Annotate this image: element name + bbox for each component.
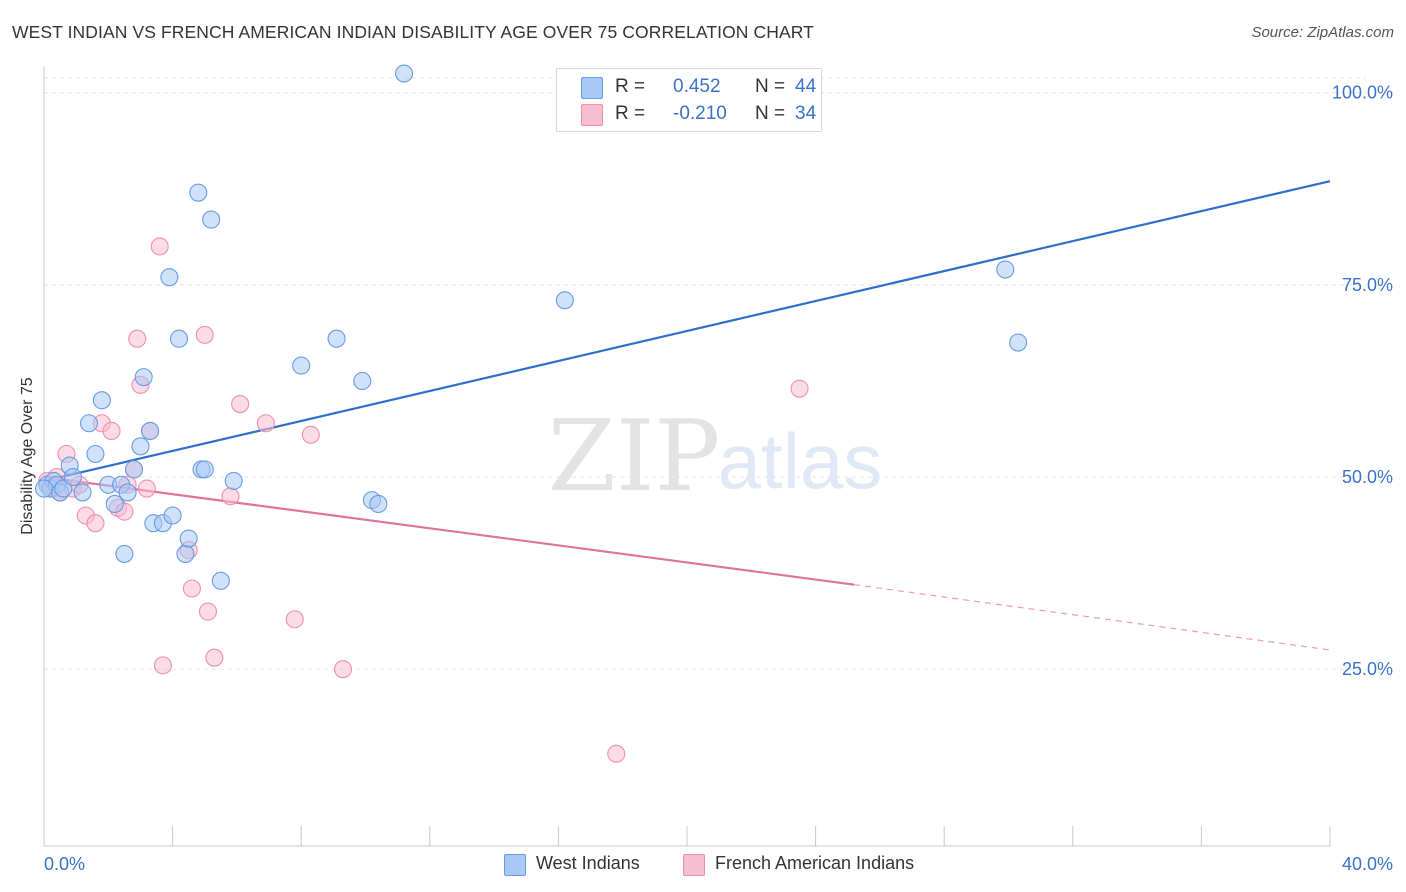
point-french-american-indians xyxy=(102,421,121,440)
axes-layer: 25.0% 50.0% 75.0% 100.0% 0.0% 40.0% xyxy=(43,66,1393,874)
stats-box: R = 0.452 N = 44 R = -0.210 N = 34 xyxy=(556,68,822,132)
point-french-american-indians xyxy=(198,602,218,621)
x-tick-label: 40.0% xyxy=(1342,854,1393,874)
point-west-indians xyxy=(105,494,124,514)
point-west-indians xyxy=(189,183,208,202)
x-tick-label: 0.0% xyxy=(44,854,85,874)
watermark: ZIP atlas xyxy=(548,400,883,514)
point-french-american-indians xyxy=(195,325,214,344)
stats-r-label: R = xyxy=(615,103,646,124)
trend-line-west-indians xyxy=(43,180,1331,482)
point-french-american-indians xyxy=(137,479,156,498)
grid-layer xyxy=(44,77,1366,670)
trend-line-french-american-indians xyxy=(43,475,855,586)
stats-n-label: N = xyxy=(755,103,786,124)
point-french-american-indians xyxy=(182,579,201,598)
point-french-american-indians xyxy=(790,379,809,398)
y-tick-label: 25.0% xyxy=(1342,659,1393,679)
y-tick-label: 50.0% xyxy=(1342,467,1393,487)
watermark-atlas: atlas xyxy=(718,417,883,505)
point-west-indians xyxy=(292,356,311,375)
stats-n-value: 34 xyxy=(795,103,817,124)
point-west-indians xyxy=(118,483,137,502)
point-french-american-indians xyxy=(153,656,173,675)
point-west-indians xyxy=(63,468,82,487)
stats-n-value: 44 xyxy=(795,76,817,97)
point-west-indians xyxy=(369,494,388,514)
y-tick-label: 75.0% xyxy=(1342,275,1393,295)
point-west-indians xyxy=(115,544,134,563)
stats-swatch-west-indians xyxy=(581,77,603,99)
trend-line-extension xyxy=(854,584,1331,651)
point-west-indians xyxy=(179,529,198,548)
trend-layer xyxy=(43,180,1331,651)
point-west-indians xyxy=(86,444,105,464)
point-west-indians xyxy=(134,368,153,387)
chart-title: WEST INDIAN VS FRENCH AMERICAN INDIAN DI… xyxy=(12,22,814,42)
point-french-american-indians xyxy=(301,425,320,444)
point-west-indians xyxy=(54,479,73,498)
stats-swatch-french-american-indians xyxy=(581,104,603,126)
point-west-indians xyxy=(555,291,574,310)
point-west-indians xyxy=(211,571,230,590)
legend-label-french-american-indians: French American Indians xyxy=(715,853,915,873)
point-west-indians xyxy=(202,210,221,229)
point-french-american-indians xyxy=(333,660,353,679)
points-layer xyxy=(34,64,1028,763)
point-west-indians xyxy=(353,371,372,391)
point-west-indians xyxy=(176,544,195,563)
point-french-american-indians xyxy=(205,648,224,667)
point-french-american-indians xyxy=(221,487,240,506)
point-french-american-indians xyxy=(231,394,250,414)
point-west-indians xyxy=(1009,333,1028,352)
point-french-american-indians xyxy=(150,237,169,256)
legend-swatch-french-american-indians xyxy=(683,854,705,876)
stats-r-value: -0.210 xyxy=(673,103,727,124)
point-west-indians xyxy=(160,268,179,287)
y-tick-label: 100.0% xyxy=(1332,83,1393,103)
point-french-american-indians xyxy=(128,329,147,348)
watermark-zip: ZIP xyxy=(548,400,721,514)
point-west-indians xyxy=(124,460,144,479)
point-west-indians xyxy=(92,391,111,410)
point-west-indians xyxy=(195,460,214,479)
point-west-indians xyxy=(996,260,1015,279)
point-west-indians xyxy=(34,479,54,498)
stats-r-label: R = xyxy=(615,76,646,97)
point-west-indians xyxy=(395,64,414,83)
point-west-indians xyxy=(131,437,150,456)
point-french-american-indians xyxy=(256,414,275,433)
point-west-indians xyxy=(169,329,189,348)
point-west-indians xyxy=(141,421,160,440)
stats-r-value: 0.452 xyxy=(673,76,721,97)
legend-label-west-indians: West Indians xyxy=(536,853,640,873)
point-french-american-indians xyxy=(607,744,626,763)
stats-n-label: N = xyxy=(755,76,786,97)
point-west-indians xyxy=(79,414,99,433)
point-french-american-indians xyxy=(86,514,105,533)
point-west-indians xyxy=(73,483,92,502)
point-west-indians xyxy=(327,329,346,348)
point-french-american-indians xyxy=(285,610,304,629)
point-west-indians xyxy=(163,506,182,525)
legend-swatch-west-indians xyxy=(504,854,526,876)
source-label: Source: ZipAtlas.com xyxy=(1251,24,1394,41)
point-west-indians xyxy=(224,471,243,490)
